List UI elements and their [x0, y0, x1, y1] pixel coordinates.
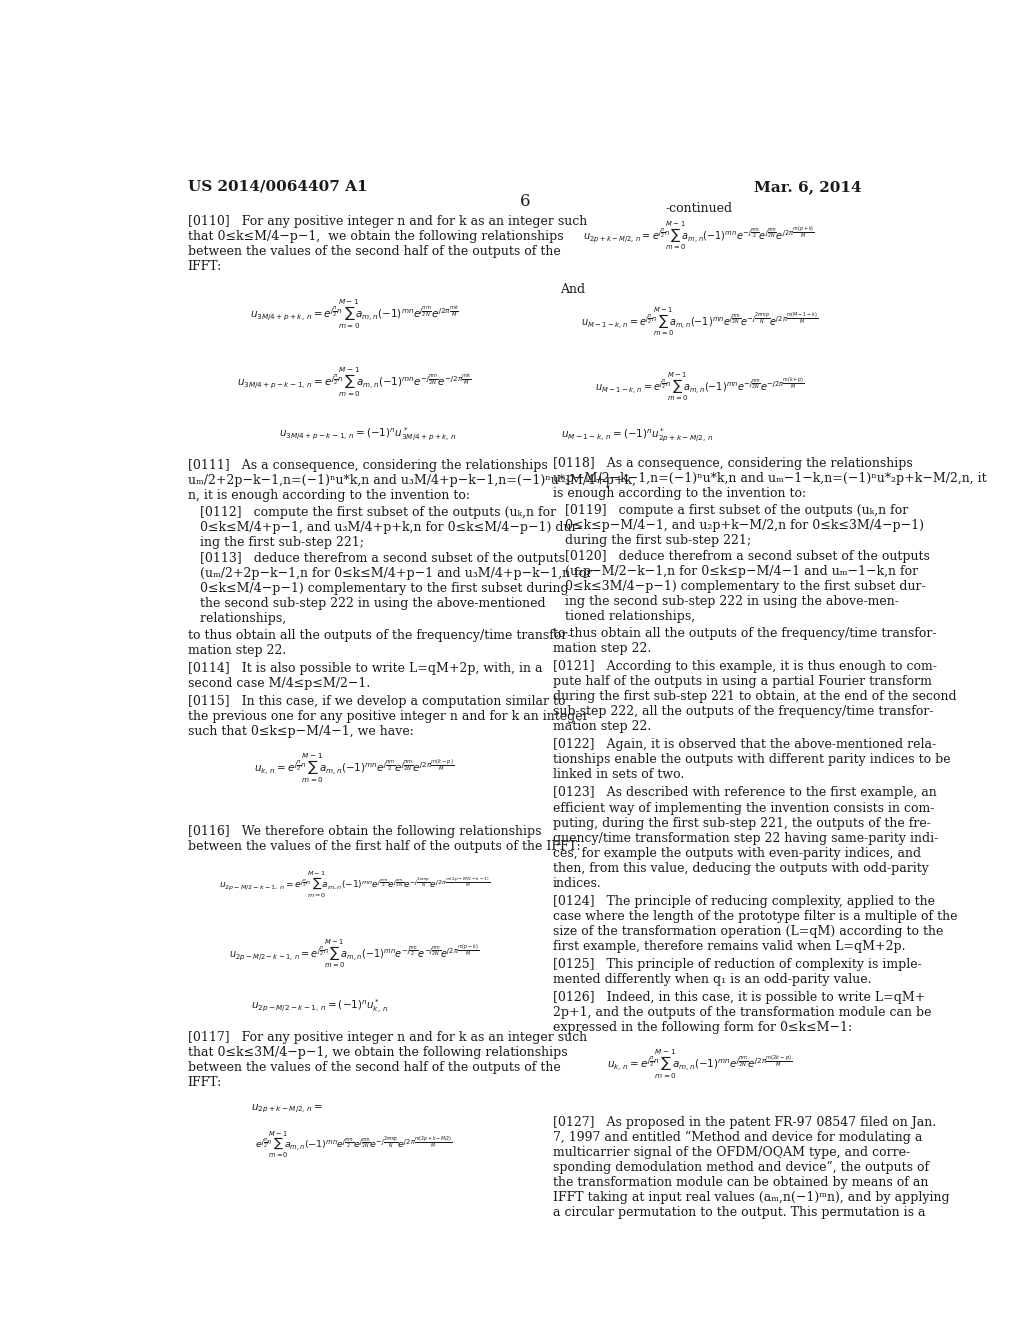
Text: indices.: indices. [553, 876, 601, 890]
Text: [0118]   As a consequence, considering the relationships: [0118] As a consequence, considering the… [553, 457, 912, 470]
Text: [0123]   As described with reference to the first example, an: [0123] As described with reference to th… [553, 787, 936, 800]
Text: IFFT:: IFFT: [187, 260, 222, 273]
Text: then, from this value, deducing the outputs with odd-parity: then, from this value, deducing the outp… [553, 862, 929, 875]
Text: (uₘ/2+2p−k−1,n for 0≤k≤M/4+p−1 and u₃M/4+p−k−1,n for: (uₘ/2+2p−k−1,n for 0≤k≤M/4+p−1 and u₃M/4… [187, 568, 592, 581]
Text: mation step 22.: mation step 22. [553, 642, 651, 655]
Text: ces, for example the outputs with even-parity indices, and: ces, for example the outputs with even-p… [553, 846, 921, 859]
Text: the transformation module can be obtained by means of an: the transformation module can be obtaine… [553, 1176, 928, 1189]
Text: And: And [560, 282, 586, 296]
Text: linked in sets of two.: linked in sets of two. [553, 768, 684, 781]
Text: case where the length of the prototype filter is a multiple of the: case where the length of the prototype f… [553, 909, 957, 923]
Text: $u_{2p-M/2-k-1,\,n} = e^{j\frac{\pi}{2}n}\!\!\sum_{m=0}^{M-1}\!\!a_{m,n}(-1)^{mn: $u_{2p-M/2-k-1,\,n} = e^{j\frac{\pi}{2}n… [229, 937, 479, 970]
Text: [0110]   For any positive integer n and for k as an integer such: [0110] For any positive integer n and fo… [187, 215, 587, 228]
Text: $u_{3M/4+p-k-1,\,n} = e^{j\frac{\pi}{2}n}\!\!\sum_{m=0}^{M-1}\!\!a_{m,n}(-1)^{mn: $u_{3M/4+p-k-1,\,n} = e^{j\frac{\pi}{2}n… [237, 366, 472, 399]
Text: ing the second sub-step 222 in using the above-men-: ing the second sub-step 222 in using the… [553, 595, 898, 609]
Text: multicarrier signal of the OFDM/OQAM type, and corre-: multicarrier signal of the OFDM/OQAM typ… [553, 1146, 909, 1159]
Text: between the values of the first half of the outputs of the IFFT:: between the values of the first half of … [187, 840, 581, 853]
Text: $u_{2p-M/2-k-1,\,n} = (-1)^n u^*_{k,\,n}$: $u_{2p-M/2-k-1,\,n} = (-1)^n u^*_{k,\,n}… [251, 998, 388, 1015]
Text: 6: 6 [519, 193, 530, 210]
Text: $u_{3M/4+p-k-1,\,n} = (-1)^n u^*_{3M/4+p+k,\,n}$: $u_{3M/4+p-k-1,\,n} = (-1)^n u^*_{3M/4+p… [279, 426, 457, 444]
Text: -continued: -continued [666, 202, 733, 215]
Text: [0127]   As proposed in the patent FR-97 08547 filed on Jan.: [0127] As proposed in the patent FR-97 0… [553, 1115, 936, 1129]
Text: [0114]   It is also possible to write L=qM+2p, with, in a: [0114] It is also possible to write L=qM… [187, 663, 542, 675]
Text: ing the first sub-step 221;: ing the first sub-step 221; [187, 536, 364, 549]
Text: puting, during the first sub-step 221, the outputs of the fre-: puting, during the first sub-step 221, t… [553, 817, 931, 829]
Text: 0≤k≤p−M/4−1, and u₂p+k−M/2,n for 0≤k≤3M/4−p−1): 0≤k≤p−M/4−1, and u₂p+k−M/2,n for 0≤k≤3M/… [553, 519, 924, 532]
Text: [0115]   In this case, if we develop a computation similar to: [0115] In this case, if we develop a com… [187, 696, 565, 709]
Text: [0122]   Again, it is observed that the above-mentioned rela-: [0122] Again, it is observed that the ab… [553, 738, 936, 751]
Text: during the first sub-step 221;: during the first sub-step 221; [553, 533, 751, 546]
Text: [0113]   deduce therefrom a second subset of the outputs: [0113] deduce therefrom a second subset … [187, 552, 564, 565]
Text: between the values of the second half of the outputs of the: between the values of the second half of… [187, 1061, 560, 1073]
Text: a circular permutation to the output. This permutation is a: a circular permutation to the output. Th… [553, 1206, 925, 1220]
Text: (u₂p−M/2−k−1,n for 0≤k≤p−M/4−1 and uₘ−1−k,n for: (u₂p−M/2−k−1,n for 0≤k≤p−M/4−1 and uₘ−1−… [553, 565, 918, 578]
Text: relationships,: relationships, [187, 612, 286, 626]
Text: IFFT:: IFFT: [187, 1076, 222, 1089]
Text: efficient way of implementing the invention consists in com-: efficient way of implementing the invent… [553, 801, 934, 814]
Text: that 0≤k≤3M/4−p−1, we obtain the following relationships: that 0≤k≤3M/4−p−1, we obtain the followi… [187, 1045, 567, 1059]
Text: the previous one for any positive integer n and for k an integer: the previous one for any positive intege… [187, 710, 588, 723]
Text: to thus obtain all the outputs of the frequency/time transfor-: to thus obtain all the outputs of the fr… [187, 630, 571, 642]
Text: expressed in the following form for 0≤k≤M−1:: expressed in the following form for 0≤k≤… [553, 1022, 852, 1034]
Text: IFFT taking at input real values (aₘ,n(−1)ᵐn), and by applying: IFFT taking at input real values (aₘ,n(−… [553, 1191, 949, 1204]
Text: $u_{3M/4+p+k,\,n} = e^{j\frac{\pi}{2}n}\!\!\sum_{m=0}^{M-1}\!\!a_{m,n}(-1)^{mn}e: $u_{3M/4+p+k,\,n} = e^{j\frac{\pi}{2}n}\… [250, 298, 459, 331]
Text: mation step 22.: mation step 22. [553, 721, 651, 734]
Text: [0116]   We therefore obtain the following relationships: [0116] We therefore obtain the following… [187, 825, 541, 838]
Text: $u_{M-1-k,\,n} = (-1)^n u^*_{2p+k-M/2,\,n}$: $u_{M-1-k,\,n} = (-1)^n u^*_{2p+k-M/2,\,… [560, 426, 713, 445]
Text: 7, 1997 and entitled “Method and device for modulating a: 7, 1997 and entitled “Method and device … [553, 1131, 922, 1144]
Text: quency/time transformation step 22 having same-parity indi-: quency/time transformation step 22 havin… [553, 832, 938, 845]
Text: [0124]   The principle of reducing complexity, applied to the: [0124] The principle of reducing complex… [553, 895, 935, 908]
Text: is enough according to the invention to:: is enough according to the invention to: [553, 487, 806, 500]
Text: [0125]   This principle of reduction of complexity is imple-: [0125] This principle of reduction of co… [553, 958, 922, 972]
Text: u₂p−M/2−k−1,n=(−1)ⁿu*k,n and uₘ−1−k,n=(−1)ⁿu*₂p+k−M/2,n, it: u₂p−M/2−k−1,n=(−1)ⁿu*k,n and uₘ−1−k,n=(−… [553, 473, 986, 486]
Text: $u_{M-1-k,\,n} = e^{j\frac{\pi}{2}n}\!\!\sum_{m=0}^{M-1}\!\!a_{m,n}(-1)^{mn}e^{j: $u_{M-1-k,\,n} = e^{j\frac{\pi}{2}n}\!\!… [581, 305, 818, 338]
Text: 2p+1, and the outputs of the transformation module can be: 2p+1, and the outputs of the transformat… [553, 1006, 931, 1019]
Text: mented differently when q₁ is an odd-parity value.: mented differently when q₁ is an odd-par… [553, 973, 871, 986]
Text: [0117]   For any positive integer n and for k as an integer such: [0117] For any positive integer n and fo… [187, 1031, 587, 1044]
Text: pute half of the outputs in using a partial Fourier transform: pute half of the outputs in using a part… [553, 675, 932, 688]
Text: 0≤k≤M/4+p−1, and u₃M/4+p+k,n for 0≤k≤M/4−p−1) dur-: 0≤k≤M/4+p−1, and u₃M/4+p+k,n for 0≤k≤M/4… [187, 520, 582, 533]
Text: $u_{M-1-k,\,n} = e^{j\frac{\pi}{2}n}\!\!\sum_{m=0}^{M-1}\!\!a_{m,n}(-1)^{mn}e^{-: $u_{M-1-k,\,n} = e^{j\frac{\pi}{2}n}\!\!… [595, 370, 804, 403]
Text: $u_{2p+k-M/2,\,n} = e^{j\frac{\pi}{2}n}\!\!\sum_{m=0}^{M-1}\!\!a_{m,n}(-1)^{mn}e: $u_{2p+k-M/2,\,n} = e^{j\frac{\pi}{2}n}\… [584, 219, 815, 252]
Text: that 0≤k≤M/4−p−1,  we obtain the following relationships: that 0≤k≤M/4−p−1, we obtain the followin… [187, 231, 563, 243]
Text: 0≤k≤M/4−p−1) complementary to the first subset during: 0≤k≤M/4−p−1) complementary to the first … [187, 582, 568, 595]
Text: [0111]   As a consequence, considering the relationships: [0111] As a consequence, considering the… [187, 459, 547, 473]
Text: [0120]   deduce therefrom a second subset of the outputs: [0120] deduce therefrom a second subset … [553, 550, 930, 564]
Text: [0119]   compute a first subset of the outputs (uₖ,n for: [0119] compute a first subset of the out… [553, 504, 908, 516]
Text: second case M/4≤p≤M/2−1.: second case M/4≤p≤M/2−1. [187, 677, 370, 690]
Text: $u_{2p+k-M/2,\,n} =$: $u_{2p+k-M/2,\,n} =$ [251, 1102, 324, 1115]
Text: sub-step 222, all the outputs of the frequency/time transfor-: sub-step 222, all the outputs of the fre… [553, 705, 933, 718]
Text: $u_{k,\,n} = e^{j\frac{\pi}{2}n}\!\!\sum_{m=0}^{M-1}\!\!a_{m,n}(-1)^{mn}e^{j\fra: $u_{k,\,n} = e^{j\frac{\pi}{2}n}\!\!\sum… [607, 1048, 792, 1081]
Text: the second sub-step 222 in using the above-mentioned: the second sub-step 222 in using the abo… [187, 598, 545, 610]
Text: $u_{k,\,n} = e^{j\frac{\pi}{2}n}\!\!\sum_{m=0}^{M-1}\!\!a_{m,n}(-1)^{mn}e^{j\fra: $u_{k,\,n} = e^{j\frac{\pi}{2}n}\!\!\sum… [254, 752, 455, 785]
Text: between the values of the second half of the outputs of the: between the values of the second half of… [187, 246, 560, 259]
Text: during the first sub-step 221 to obtain, at the end of the second: during the first sub-step 221 to obtain,… [553, 690, 956, 704]
Text: first example, therefore remains valid when L=qM+2p.: first example, therefore remains valid w… [553, 940, 905, 953]
Text: size of the transformation operation (L=qM) according to the: size of the transformation operation (L=… [553, 925, 943, 939]
Text: n, it is enough according to the invention to:: n, it is enough according to the inventi… [187, 490, 470, 502]
Text: to thus obtain all the outputs of the frequency/time transfor-: to thus obtain all the outputs of the fr… [553, 627, 936, 640]
Text: [0126]   Indeed, in this case, it is possible to write L=qM+: [0126] Indeed, in this case, it is possi… [553, 991, 925, 1005]
Text: $u_{2p-M/2-k-1,\,n} = e^{j\frac{\pi}{2}n}\!\!\sum_{m=0}^{M-1}\!\!a_{m,n}(-1)^{mn: $u_{2p-M/2-k-1,\,n} = e^{j\frac{\pi}{2}n… [218, 870, 489, 900]
Text: such that 0≤k≤p−M/4−1, we have:: such that 0≤k≤p−M/4−1, we have: [187, 725, 414, 738]
Text: US 2014/0064407 A1: US 2014/0064407 A1 [187, 180, 368, 194]
Text: mation step 22.: mation step 22. [187, 644, 286, 657]
Text: tionships enable the outputs with different parity indices to be: tionships enable the outputs with differ… [553, 754, 950, 767]
Text: 0≤k≤3M/4−p−1) complementary to the first subset dur-: 0≤k≤3M/4−p−1) complementary to the first… [553, 581, 926, 594]
Text: uₘ/2+2p−k−1,n=(−1)ⁿu*k,n and u₃M/4+p−k−1,n=(−1)ⁿu*₃M/4+p+k,: uₘ/2+2p−k−1,n=(−1)ⁿu*k,n and u₃M/4+p−k−1… [187, 474, 636, 487]
Text: Mar. 6, 2014: Mar. 6, 2014 [755, 180, 862, 194]
Text: $e^{j\frac{\pi}{2}n}\!\!\sum_{m=0}^{M-1}\!\!a_{m,n}(-1)^{mn}e^{j\frac{\pi m}{2}}: $e^{j\frac{\pi}{2}n}\!\!\sum_{m=0}^{M-1}… [255, 1130, 453, 1160]
Text: [0121]   According to this example, it is thus enough to com-: [0121] According to this example, it is … [553, 660, 937, 673]
Text: tioned relationships,: tioned relationships, [553, 610, 694, 623]
Text: [0112]   compute the first subset of the outputs (uₖ,n for: [0112] compute the first subset of the o… [187, 506, 556, 519]
Text: sponding demodulation method and device”, the outputs of: sponding demodulation method and device”… [553, 1162, 929, 1173]
